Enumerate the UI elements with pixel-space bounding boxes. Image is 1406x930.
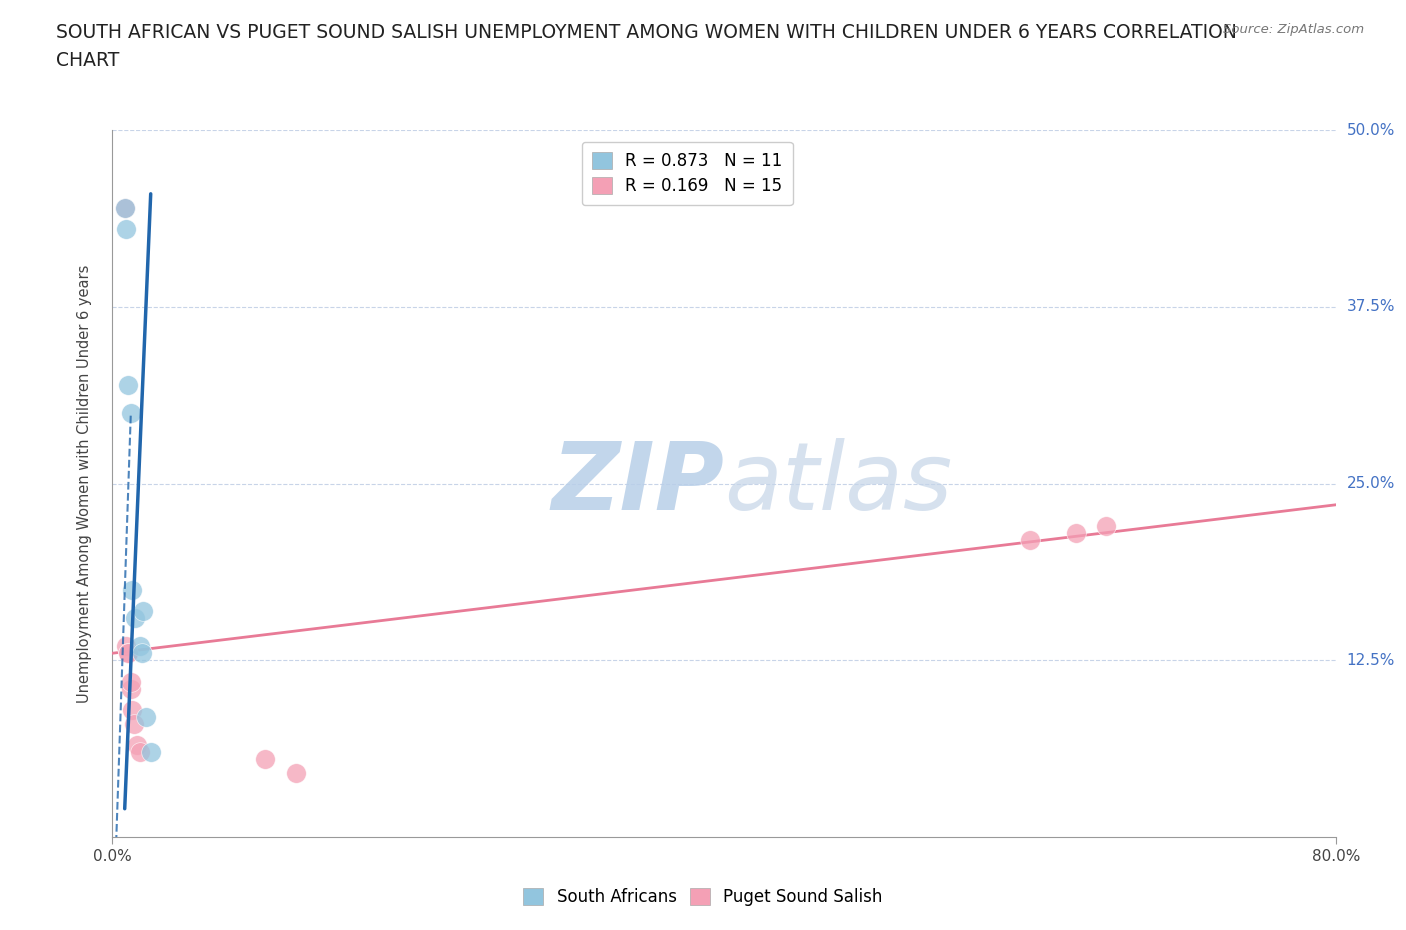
Point <box>120 405 142 420</box>
Text: 25.0%: 25.0% <box>1347 476 1395 491</box>
Point <box>122 716 145 731</box>
Point <box>124 610 146 625</box>
Point <box>115 221 138 236</box>
Point <box>254 751 277 766</box>
Point <box>132 604 155 618</box>
Point <box>139 745 162 760</box>
Legend: R = 0.873   N = 11, R = 0.169   N = 15: R = 0.873 N = 11, R = 0.169 N = 15 <box>582 142 793 206</box>
Point <box>1095 519 1118 534</box>
Point <box>125 737 148 752</box>
Text: SOUTH AFRICAN VS PUGET SOUND SALISH UNEMPLOYMENT AMONG WOMEN WITH CHILDREN UNDER: SOUTH AFRICAN VS PUGET SOUND SALISH UNEM… <box>56 23 1237 42</box>
Text: CHART: CHART <box>56 51 120 70</box>
Point <box>120 681 142 696</box>
Point <box>284 766 308 781</box>
Point <box>1018 533 1040 548</box>
Point <box>117 378 139 392</box>
Text: 12.5%: 12.5% <box>1347 653 1395 668</box>
Point <box>114 201 136 216</box>
Point <box>129 745 152 760</box>
Point <box>135 710 157 724</box>
Point <box>120 674 142 689</box>
Point <box>131 645 153 660</box>
Point <box>129 639 152 654</box>
Point <box>115 639 138 654</box>
Text: atlas: atlas <box>724 438 952 529</box>
Text: Source: ZipAtlas.com: Source: ZipAtlas.com <box>1223 23 1364 36</box>
Text: 37.5%: 37.5% <box>1347 299 1395 314</box>
Point <box>121 582 143 597</box>
Text: 50.0%: 50.0% <box>1347 123 1395 138</box>
Point <box>114 201 136 216</box>
Y-axis label: Unemployment Among Women with Children Under 6 years: Unemployment Among Women with Children U… <box>77 264 91 703</box>
Point <box>117 645 139 660</box>
Text: ZIP: ZIP <box>551 438 724 529</box>
Point <box>117 645 139 660</box>
Point <box>1064 525 1087 540</box>
Legend: South Africans, Puget Sound Salish: South Africans, Puget Sound Salish <box>516 881 890 912</box>
Point <box>121 702 143 717</box>
